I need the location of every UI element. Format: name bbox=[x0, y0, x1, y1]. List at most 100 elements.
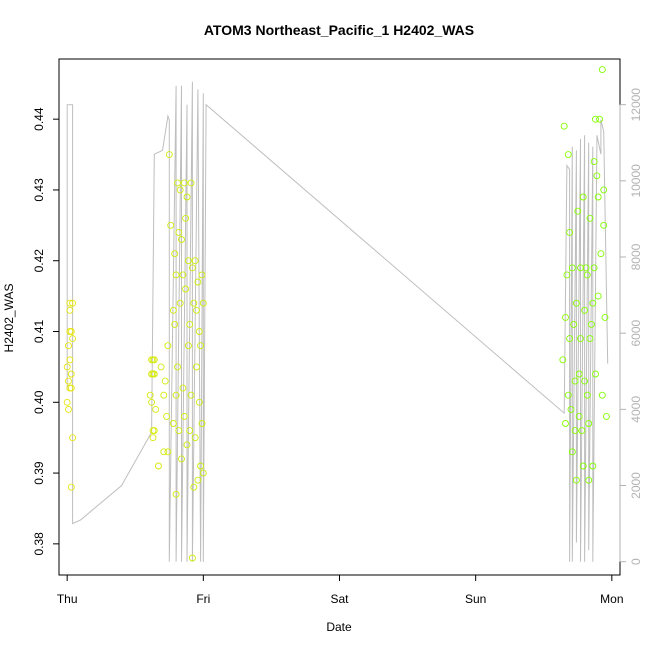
data-point bbox=[583, 271, 591, 279]
data-point bbox=[66, 384, 74, 392]
data-point bbox=[564, 151, 572, 159]
y-right-tick-label: 2000 bbox=[629, 472, 643, 499]
data-point bbox=[578, 427, 586, 435]
data-point bbox=[182, 214, 190, 222]
data-point bbox=[194, 278, 202, 286]
data-point bbox=[594, 193, 602, 201]
data-point bbox=[197, 462, 205, 470]
y-tick-label: 0.39 bbox=[32, 461, 46, 485]
data-point bbox=[191, 434, 199, 442]
data-point bbox=[596, 115, 604, 123]
data-point bbox=[174, 363, 181, 371]
data-point bbox=[572, 476, 580, 484]
y-right-tick-label: 8000 bbox=[629, 243, 643, 270]
data-point bbox=[69, 335, 77, 343]
data-point bbox=[190, 483, 198, 491]
data-point bbox=[562, 420, 569, 427]
data-point bbox=[172, 271, 180, 279]
data-point bbox=[568, 448, 576, 456]
data-point bbox=[150, 370, 158, 378]
data-point bbox=[592, 115, 599, 123]
data-point bbox=[161, 377, 169, 385]
data-point bbox=[199, 469, 207, 477]
data-point bbox=[186, 320, 194, 328]
data-point bbox=[590, 158, 598, 166]
data-point bbox=[571, 377, 579, 385]
x-tick-label: Mon bbox=[600, 592, 623, 606]
y-tick-label: 0.43 bbox=[32, 178, 46, 202]
data-point bbox=[563, 271, 571, 279]
data-point bbox=[146, 391, 154, 399]
data-point bbox=[67, 483, 75, 491]
data-point bbox=[585, 476, 593, 484]
x-tick-label: Thu bbox=[57, 592, 78, 606]
data-point bbox=[592, 370, 599, 378]
y-right-tick-label: 4000 bbox=[629, 396, 643, 423]
data-point bbox=[586, 335, 594, 343]
y-axis-left: 0.38 0.39 0.40 0.41 0.42 0.43 0.44 bbox=[32, 107, 60, 556]
data-point bbox=[193, 306, 200, 314]
x-tick-label: Fri bbox=[196, 592, 210, 606]
data-point bbox=[169, 306, 177, 314]
data-point bbox=[566, 228, 574, 236]
data-point bbox=[66, 356, 74, 364]
data-point bbox=[178, 455, 185, 463]
x-tick-label: Sat bbox=[330, 592, 349, 606]
data-point bbox=[184, 257, 192, 265]
plot-frame bbox=[58, 58, 621, 576]
data-point bbox=[66, 306, 74, 314]
data-point bbox=[564, 391, 572, 399]
data-point bbox=[198, 420, 206, 427]
y-tick-label: 0.41 bbox=[32, 320, 46, 344]
data-point bbox=[187, 179, 195, 187]
data-point bbox=[69, 434, 77, 442]
data-point bbox=[601, 313, 609, 321]
data-point bbox=[150, 356, 158, 364]
data-point bbox=[589, 299, 597, 307]
data-point bbox=[562, 313, 569, 321]
data-point bbox=[69, 299, 77, 307]
data-point bbox=[160, 448, 168, 456]
data-point bbox=[152, 405, 160, 413]
data-point bbox=[172, 490, 180, 498]
data-point bbox=[172, 391, 180, 399]
data-point bbox=[568, 264, 576, 272]
points-layer bbox=[63, 66, 610, 562]
chart-title: ATOM3 Northeast_Pacific_1 H2402_WAS bbox=[204, 22, 474, 38]
data-point bbox=[175, 427, 183, 435]
data-point bbox=[167, 221, 175, 229]
data-point bbox=[597, 250, 605, 258]
data-point bbox=[190, 299, 198, 307]
data-point bbox=[579, 193, 587, 201]
x-axis-label: Date bbox=[326, 620, 352, 634]
data-point bbox=[179, 384, 187, 392]
data-point bbox=[180, 412, 188, 420]
data-point bbox=[199, 299, 207, 307]
data-point bbox=[188, 264, 196, 272]
data-point bbox=[566, 335, 574, 343]
data-point bbox=[579, 462, 587, 470]
data-point bbox=[590, 264, 598, 272]
data-point bbox=[65, 342, 72, 350]
x-axis: Thu Fri Sat Sun Mon bbox=[57, 574, 624, 606]
data-point bbox=[575, 370, 583, 378]
data-point bbox=[575, 412, 583, 420]
data-point bbox=[560, 122, 568, 130]
data-point bbox=[572, 299, 580, 307]
data-point bbox=[67, 384, 75, 392]
data-point bbox=[179, 271, 187, 279]
data-point bbox=[198, 271, 206, 279]
data-point bbox=[182, 285, 190, 293]
data-point bbox=[171, 320, 179, 328]
data-point bbox=[163, 412, 171, 420]
data-point bbox=[148, 398, 156, 406]
y-right-tick-label: 0 bbox=[629, 558, 643, 565]
data-point bbox=[567, 405, 575, 413]
data-point bbox=[570, 320, 578, 328]
data-point bbox=[586, 214, 594, 222]
data-point bbox=[195, 398, 203, 406]
data-point bbox=[67, 328, 75, 335]
data-point bbox=[581, 377, 589, 385]
y-axis-right: 0 2000 4000 6000 8000 10000 12000 bbox=[619, 88, 643, 565]
